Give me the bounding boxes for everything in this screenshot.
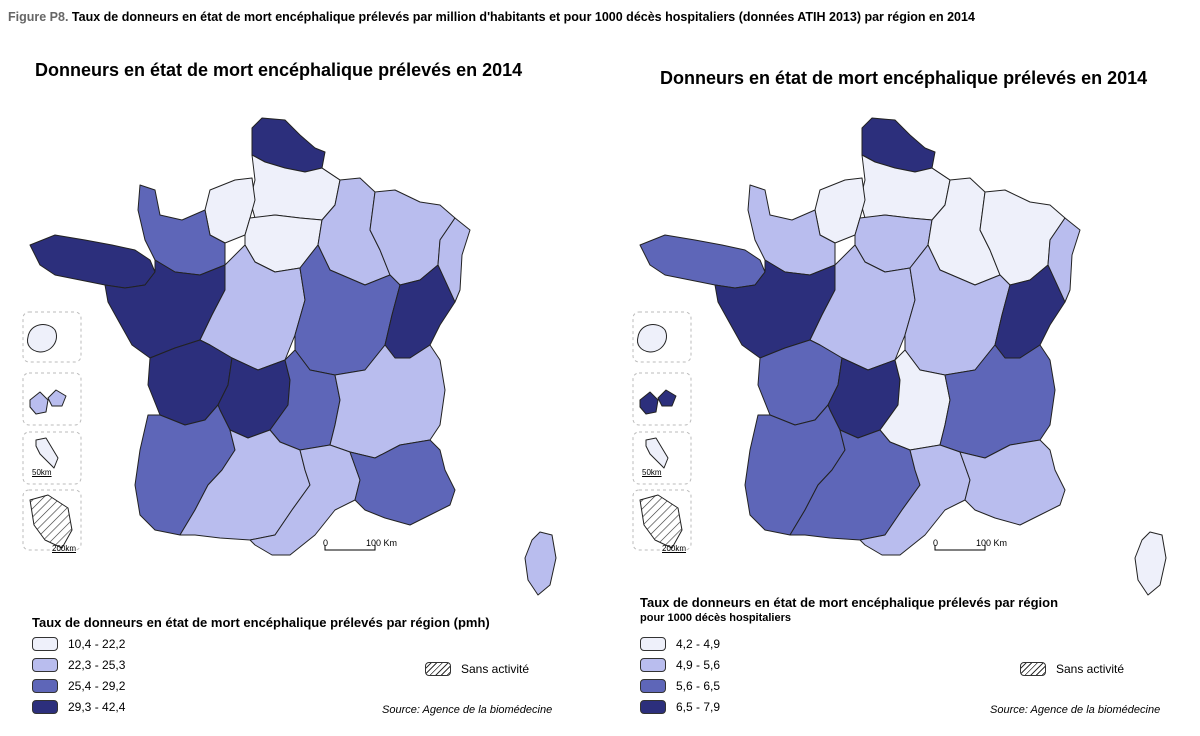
region-rhone-alpes — [939, 344, 1056, 459]
region-paca — [349, 439, 456, 526]
inset-frame — [632, 431, 692, 485]
legend-item-class-1: 4,2 - 4,9 — [640, 636, 720, 652]
legend-label: 22,3 - 25,3 — [68, 658, 126, 672]
region-martinique — [645, 437, 669, 469]
inset-frame — [22, 489, 82, 551]
legend-subtitle: pour 1000 décès hospitaliers — [640, 612, 792, 624]
no-activity-label: Sans activité — [461, 662, 530, 676]
legend-label: 29,3 - 42,4 — [68, 700, 126, 714]
inset-frame — [22, 311, 82, 363]
scale-end-label: 100 Km — [366, 538, 398, 548]
scale-zero-label: 0 — [323, 538, 329, 548]
inset-scale-50km: 50km — [32, 468, 52, 477]
inset-scale-50km: 50km — [642, 468, 662, 477]
scale-bar — [324, 545, 376, 551]
region-reunion — [637, 324, 667, 353]
inset-scale-200km: 200km — [662, 544, 687, 553]
hatch-swatch — [1020, 662, 1046, 676]
region-guyane — [639, 494, 683, 549]
hatch-swatch — [425, 662, 451, 676]
region-basse-normandie — [137, 184, 226, 276]
no-activity-label: Sans activité — [1056, 662, 1125, 676]
map-panel-pmh: Donneurs en état de mort encéphalique pr… — [0, 40, 600, 736]
legend-item-class-4: 6,5 - 7,9 — [640, 699, 720, 715]
legend-title: Taux de donneurs en état de mort encépha… — [640, 595, 1059, 610]
scale-bar — [934, 545, 986, 551]
legend-swatch — [640, 679, 666, 693]
legend-label: 4,2 - 4,9 — [676, 637, 721, 651]
region-bretagne — [29, 234, 156, 289]
legend-swatch — [640, 658, 666, 672]
legend-swatch — [32, 658, 58, 672]
legend-item-class-3: 25,4 - 29,2 — [32, 678, 125, 694]
legend-item-class-2: 22,3 - 25,3 — [32, 657, 125, 673]
map-title: Donneurs en état de mort encéphalique pr… — [660, 68, 1148, 88]
legend-swatch — [32, 679, 58, 693]
map-panel-deces: Donneurs en état de mort encéphalique pr… — [600, 40, 1200, 736]
legend-title: Taux de donneurs en état de mort encépha… — [32, 615, 490, 630]
scale-end-label: 100 Km — [976, 538, 1008, 548]
source-note: Source: Agence de la biomédecine — [990, 704, 1161, 716]
scale-zero-label: 0 — [933, 538, 939, 548]
region-martinique — [35, 437, 59, 469]
legend-label: 25,4 - 29,2 — [68, 679, 126, 693]
inset-scale-200km: 200km — [52, 544, 77, 553]
inset-frame — [22, 431, 82, 485]
inset-frame — [632, 489, 692, 551]
map-svg-pmh — [22, 117, 557, 596]
region-bretagne — [639, 234, 766, 289]
legend-no-activity: Sans activité — [1020, 662, 1124, 676]
region-rhone-alpes — [329, 344, 446, 459]
region-guyane — [29, 494, 73, 549]
legend-item-class-2: 4,9 - 5,6 — [640, 657, 720, 673]
legend-label: 4,9 - 5,6 — [676, 658, 721, 672]
map-svg-deces — [632, 117, 1167, 596]
legend-swatch — [32, 637, 58, 651]
legend-swatch — [640, 700, 666, 714]
legend-item-class-4: 29,3 - 42,4 — [32, 699, 125, 715]
region-guadeloupe — [639, 389, 677, 415]
legend-item-class-3: 5,6 - 6,5 — [640, 678, 720, 694]
legend-no-activity: Sans activité — [425, 662, 529, 676]
map-regions — [632, 117, 1167, 596]
legend-item-class-1: 10,4 - 22,2 — [32, 636, 125, 652]
legend-label: 10,4 - 22,2 — [68, 637, 126, 651]
figure-caption: Figure P8. Taux de donneurs en état de m… — [8, 10, 975, 24]
region-corse — [1134, 531, 1167, 596]
source-note: Source: Agence de la biomédecine — [382, 704, 553, 716]
map-regions — [22, 117, 557, 596]
region-paca — [959, 439, 1066, 526]
inset-frame — [632, 372, 692, 426]
legend-swatch — [640, 637, 666, 651]
legend-swatch — [32, 700, 58, 714]
inset-frame — [22, 372, 82, 426]
figure-label: Figure P8. — [8, 10, 69, 24]
region-guadeloupe — [29, 389, 67, 415]
region-corse — [524, 531, 557, 596]
region-reunion — [27, 324, 57, 353]
legend-label: 5,6 - 6,5 — [676, 679, 721, 693]
figure-caption-text: Taux de donneurs en état de mort encépha… — [71, 10, 975, 24]
legend-label: 6,5 - 7,9 — [676, 700, 721, 714]
inset-frame — [632, 311, 692, 363]
region-basse-normandie — [747, 184, 836, 276]
map-title: Donneurs en état de mort encéphalique pr… — [35, 60, 523, 80]
